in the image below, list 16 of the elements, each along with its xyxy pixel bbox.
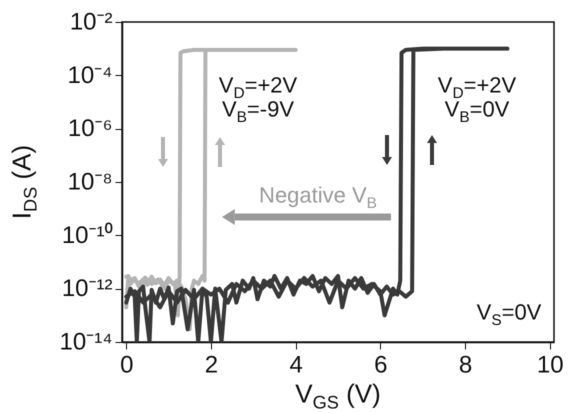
x-tick-label: 2 <box>204 352 218 378</box>
x-tick-label: 4 <box>289 352 303 378</box>
y-tick-label: 10⁻⁸ <box>68 168 112 196</box>
x-tick-label: 8 <box>458 352 472 378</box>
y-tick-label: 10⁻⁴ <box>67 62 112 89</box>
y-tick-label: 10⁻¹⁴ <box>60 328 112 356</box>
annotation: Negative V$_{B}$ <box>259 182 377 212</box>
y-tick-label: 10⁻¹⁰ <box>62 222 112 249</box>
x-tick-label: 10 <box>536 352 564 378</box>
y-tick-label: 10⁻² <box>70 8 113 36</box>
y-tick-label: 10⁻¹² <box>62 275 112 302</box>
x-tick-label: 0 <box>120 352 134 378</box>
y-tick-label: 10⁻⁶ <box>68 115 112 142</box>
x-tick-label: 6 <box>374 352 388 378</box>
x-axis-title: V$_{GS}$ (V) <box>295 378 381 412</box>
annotation: V$_{S}$=0V <box>476 300 542 329</box>
